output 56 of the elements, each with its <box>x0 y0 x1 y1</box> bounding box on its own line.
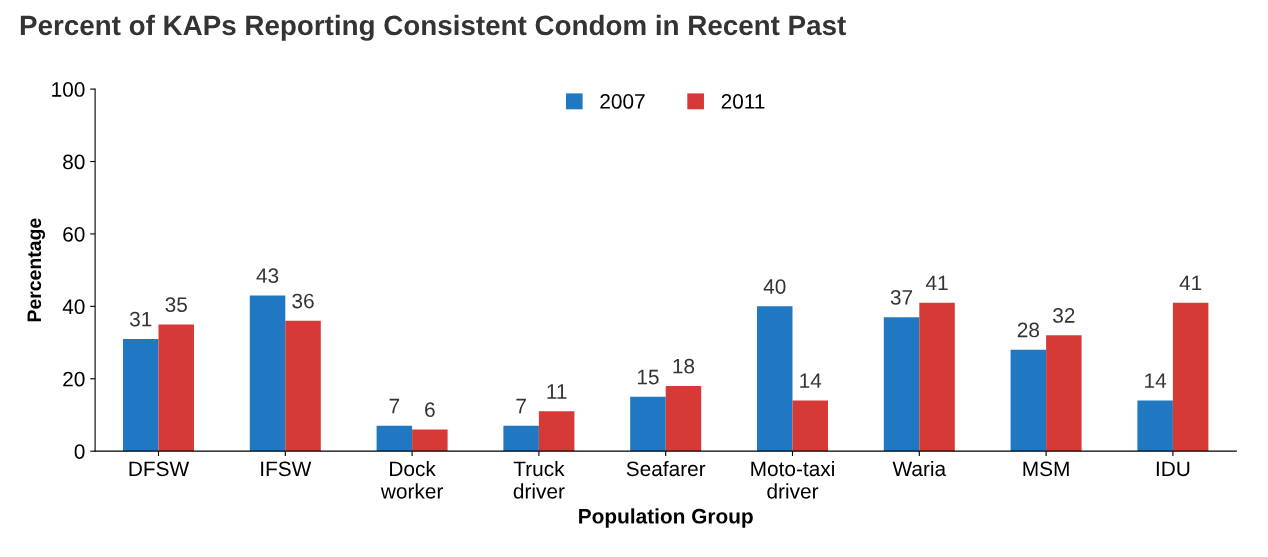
data-label: 15 <box>637 369 659 385</box>
x-tick-label: DFSW <box>129 461 190 477</box>
data-label: 41 <box>1179 275 1202 291</box>
bar <box>665 386 702 452</box>
bar <box>158 324 194 452</box>
data-label: 18 <box>673 358 695 374</box>
data-label: 7 <box>389 398 400 414</box>
data-label: 28 <box>1017 322 1040 338</box>
bar <box>757 306 793 452</box>
data-label: 32 <box>1053 308 1075 323</box>
y-tick-label: 40 <box>62 299 85 315</box>
data-label: 11 <box>547 384 567 399</box>
x-tick-label: Dock worker <box>380 460 444 499</box>
bar <box>792 400 828 452</box>
y-tick-label: 20 <box>63 371 85 387</box>
y-tick-label: 60 <box>63 226 85 242</box>
legend-label: 2011 <box>721 94 765 109</box>
x-tick-label: Waria <box>892 460 947 477</box>
bar <box>919 302 955 452</box>
x-axis-title: Population Group <box>579 508 753 528</box>
bar <box>412 429 448 452</box>
bar <box>285 320 321 452</box>
legend-label: 2007 <box>600 94 645 109</box>
data-label: 6 <box>425 402 435 417</box>
y-tick-label: 100 <box>52 82 85 97</box>
x-tick-label: Moto-taxi driver <box>751 460 834 499</box>
bar <box>1137 400 1173 452</box>
bar <box>249 295 286 452</box>
data-label: 37 <box>890 290 913 305</box>
bar <box>503 425 539 452</box>
data-label: 36 <box>292 293 314 309</box>
y-axis-title: Percentage <box>27 218 46 322</box>
x-tick-label: Seafarer <box>626 460 706 477</box>
bar <box>123 338 159 452</box>
x-tick-label: Truck driver <box>513 460 565 499</box>
x-tick-label: MSM <box>1023 461 1069 477</box>
data-label: 14 <box>800 373 822 388</box>
bar <box>376 425 413 452</box>
x-tick-label: IFSW <box>261 461 312 477</box>
data-label: 43 <box>256 268 279 284</box>
chart-title: Percent of KAPs Reporting Consistent Condom in Recent Past <box>20 14 846 41</box>
bar <box>1010 349 1047 452</box>
data-label: 41 <box>925 275 948 291</box>
bar <box>1046 335 1082 452</box>
bar <box>883 317 920 452</box>
data-label: 7 <box>516 398 526 414</box>
data-label: 31 <box>129 311 152 327</box>
data-label: 35 <box>165 297 187 312</box>
data-label: 40 <box>763 279 786 294</box>
y-tick-label: 0 <box>74 444 85 459</box>
bar <box>630 396 666 452</box>
x-tick-label: IDU <box>1156 461 1190 477</box>
y-tick-label: 80 <box>63 154 85 170</box>
bar <box>538 411 575 452</box>
bar <box>1172 302 1209 452</box>
data-label: 14 <box>1145 373 1167 388</box>
